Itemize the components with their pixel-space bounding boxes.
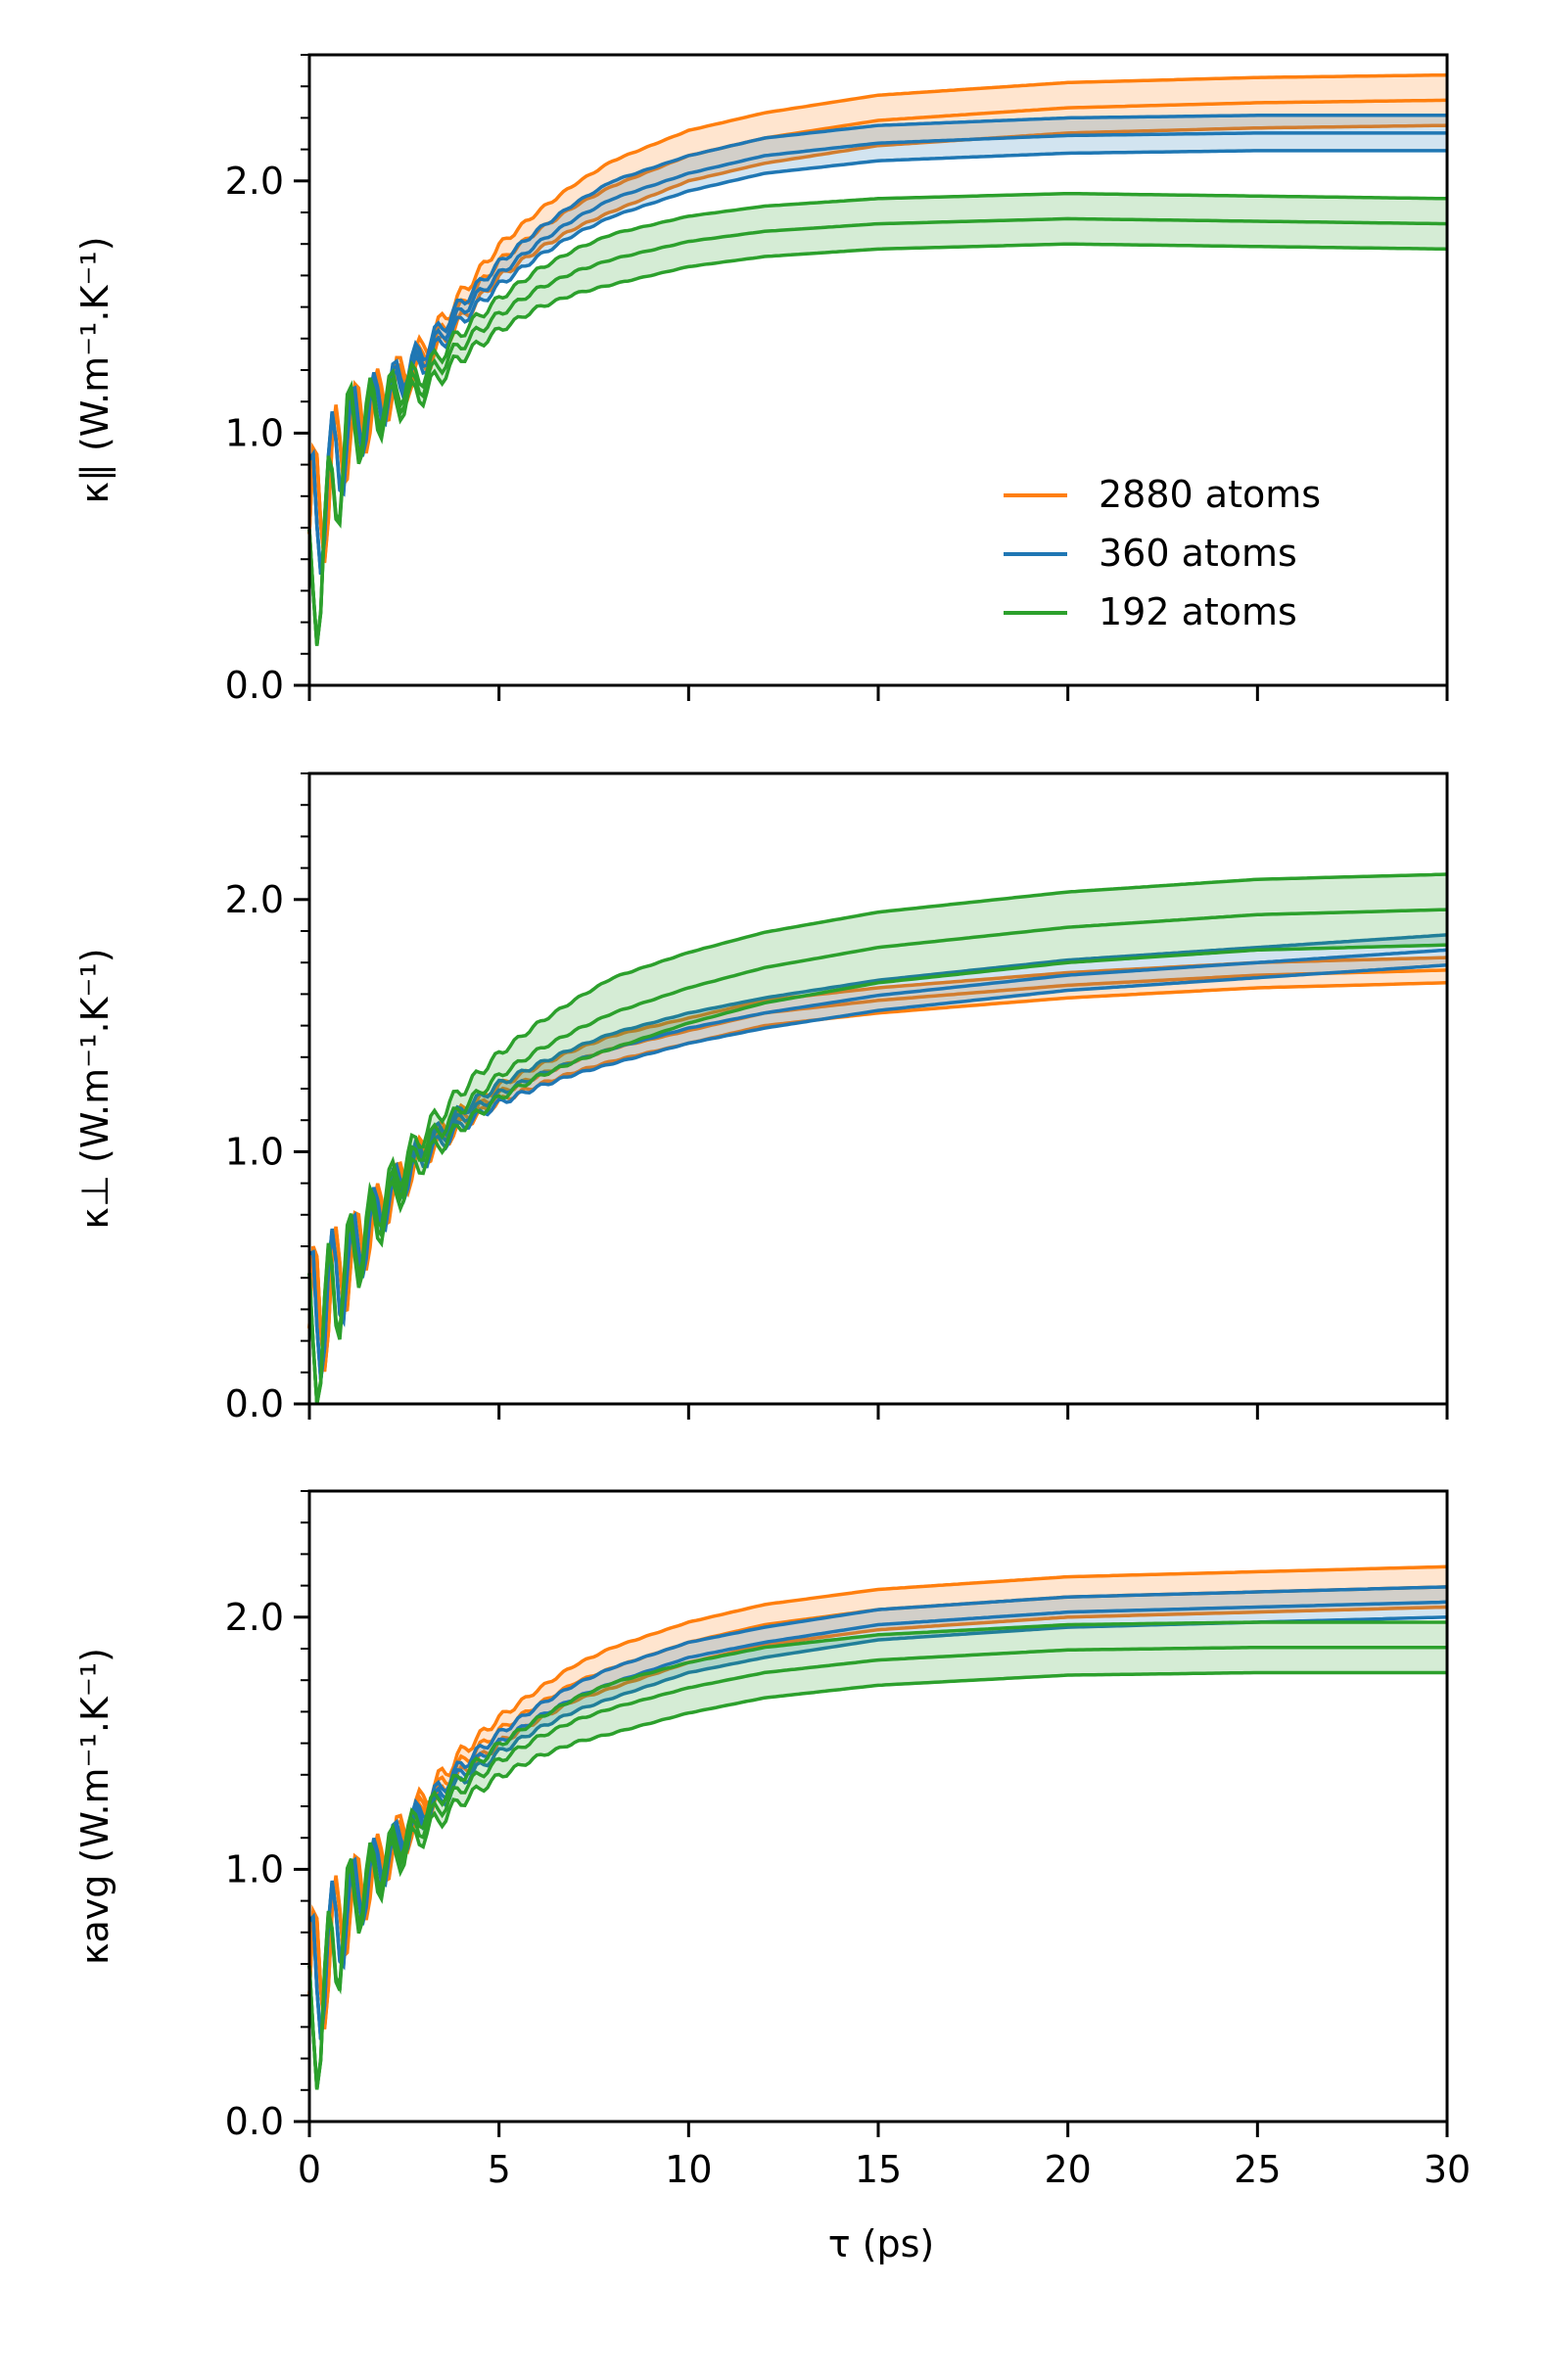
series-line-360-atoms bbox=[307, 131, 1447, 575]
y-tick-label: 1.0 bbox=[225, 1130, 284, 1173]
legend-label-360-atoms: 360 atoms bbox=[1099, 532, 1297, 575]
x-tick-label: 10 bbox=[665, 2148, 712, 2191]
band-360-atoms bbox=[309, 934, 1447, 1380]
band-192-atoms bbox=[309, 874, 1447, 1404]
upper-line-360-atoms bbox=[307, 1585, 1448, 2039]
y-tick-label: 2.0 bbox=[225, 878, 284, 921]
x-tick-label: 15 bbox=[855, 2148, 902, 2191]
legend-label-192-atoms: 192 atoms bbox=[1099, 590, 1297, 633]
upper-line-360-atoms bbox=[307, 114, 1447, 574]
y-tick-label: 1.0 bbox=[225, 1847, 284, 1890]
y-tick-label: 0.0 bbox=[225, 664, 284, 707]
lower-line-360-atoms bbox=[308, 963, 1448, 1380]
legend: 2880 atoms 360 atoms 192 atoms bbox=[1004, 473, 1321, 633]
upper-line-2880-atoms bbox=[307, 1564, 1448, 2028]
x-tick-label: 25 bbox=[1234, 2148, 1281, 2191]
upper-line-2880-atoms bbox=[307, 956, 1448, 1371]
upper-line-2880-atoms bbox=[307, 72, 1448, 561]
plot-area-kappa-avg: 0.0 1.0 2.0 0 5 10 15 20 25 30 bbox=[225, 1489, 1471, 2191]
upper-line-192-atoms bbox=[307, 872, 1448, 1404]
y-tick-label: 2.0 bbox=[225, 1596, 284, 1639]
x-tick-label: 30 bbox=[1424, 2148, 1471, 2191]
upper-line-192-atoms bbox=[307, 1620, 1447, 2089]
lower-line-2880-atoms bbox=[307, 981, 1448, 1373]
y-tick-label: 1.0 bbox=[225, 411, 284, 454]
lower-line-2880-atoms bbox=[307, 123, 1448, 564]
series-line-360-atoms bbox=[307, 1600, 1448, 2040]
lower-line-360-atoms bbox=[307, 149, 1447, 576]
x-tick-label: 0 bbox=[298, 2148, 321, 2191]
panel-kappa-avg: 0.0 1.0 2.0 0 5 10 15 20 25 30 κavg (W.m⁻¹.K⁻¹) bbox=[73, 1489, 1471, 2191]
x-tick-label: 5 bbox=[488, 2148, 511, 2191]
legend-label-2880-atoms: 2880 atoms bbox=[1099, 473, 1321, 516]
y-tick-label: 2.0 bbox=[225, 160, 284, 203]
lower-line-192-atoms bbox=[307, 1670, 1447, 2090]
plot-area-kappa-parallel: 0.0 1.0 2.0 bbox=[225, 53, 1449, 707]
band-192-atoms bbox=[309, 193, 1447, 646]
y-tick-label: 0.0 bbox=[225, 2100, 284, 2143]
series-line-360-atoms bbox=[308, 948, 1448, 1380]
ylabel-kappa-parallel: κ∥ (W.m⁻¹.K⁻¹) bbox=[73, 236, 117, 503]
x-tick-label: 20 bbox=[1044, 2148, 1091, 2191]
panel-kappa-perpendicular: 0.0 1.0 2.0 κ⊥ (W.m⁻¹.K⁻¹) bbox=[73, 771, 1449, 1425]
y-tick-label: 0.0 bbox=[225, 1382, 284, 1425]
series-line-192-atoms bbox=[307, 908, 1448, 1405]
xlabel: τ (ps) bbox=[828, 2222, 935, 2265]
band-360-atoms bbox=[309, 1586, 1447, 2040]
series-line-2880-atoms bbox=[307, 968, 1448, 1372]
band-192-atoms bbox=[309, 1622, 1447, 2090]
plot-area-kappa-perpendicular: 0.0 1.0 2.0 bbox=[225, 771, 1449, 1425]
band-2880-atoms bbox=[309, 957, 1447, 1373]
band-2880-atoms bbox=[309, 1566, 1447, 2030]
lower-line-192-atoms bbox=[307, 242, 1448, 646]
upper-line-192-atoms bbox=[307, 191, 1447, 645]
ylabel-kappa-perpendicular: κ⊥ (W.m⁻¹.K⁻¹) bbox=[73, 948, 117, 1229]
panel-kappa-parallel: 0.0 1.0 2.0 κ∥ (W.m⁻¹.K⁻¹) 2880 atoms 360 … bbox=[73, 53, 1449, 707]
series-line-192-atoms bbox=[307, 1645, 1447, 2090]
upper-line-360-atoms bbox=[308, 933, 1448, 1379]
series-line-192-atoms bbox=[307, 216, 1448, 646]
ylabel-kappa-avg: κavg (W.m⁻¹.K⁻¹) bbox=[73, 1648, 117, 1965]
lower-line-192-atoms bbox=[307, 943, 1448, 1405]
